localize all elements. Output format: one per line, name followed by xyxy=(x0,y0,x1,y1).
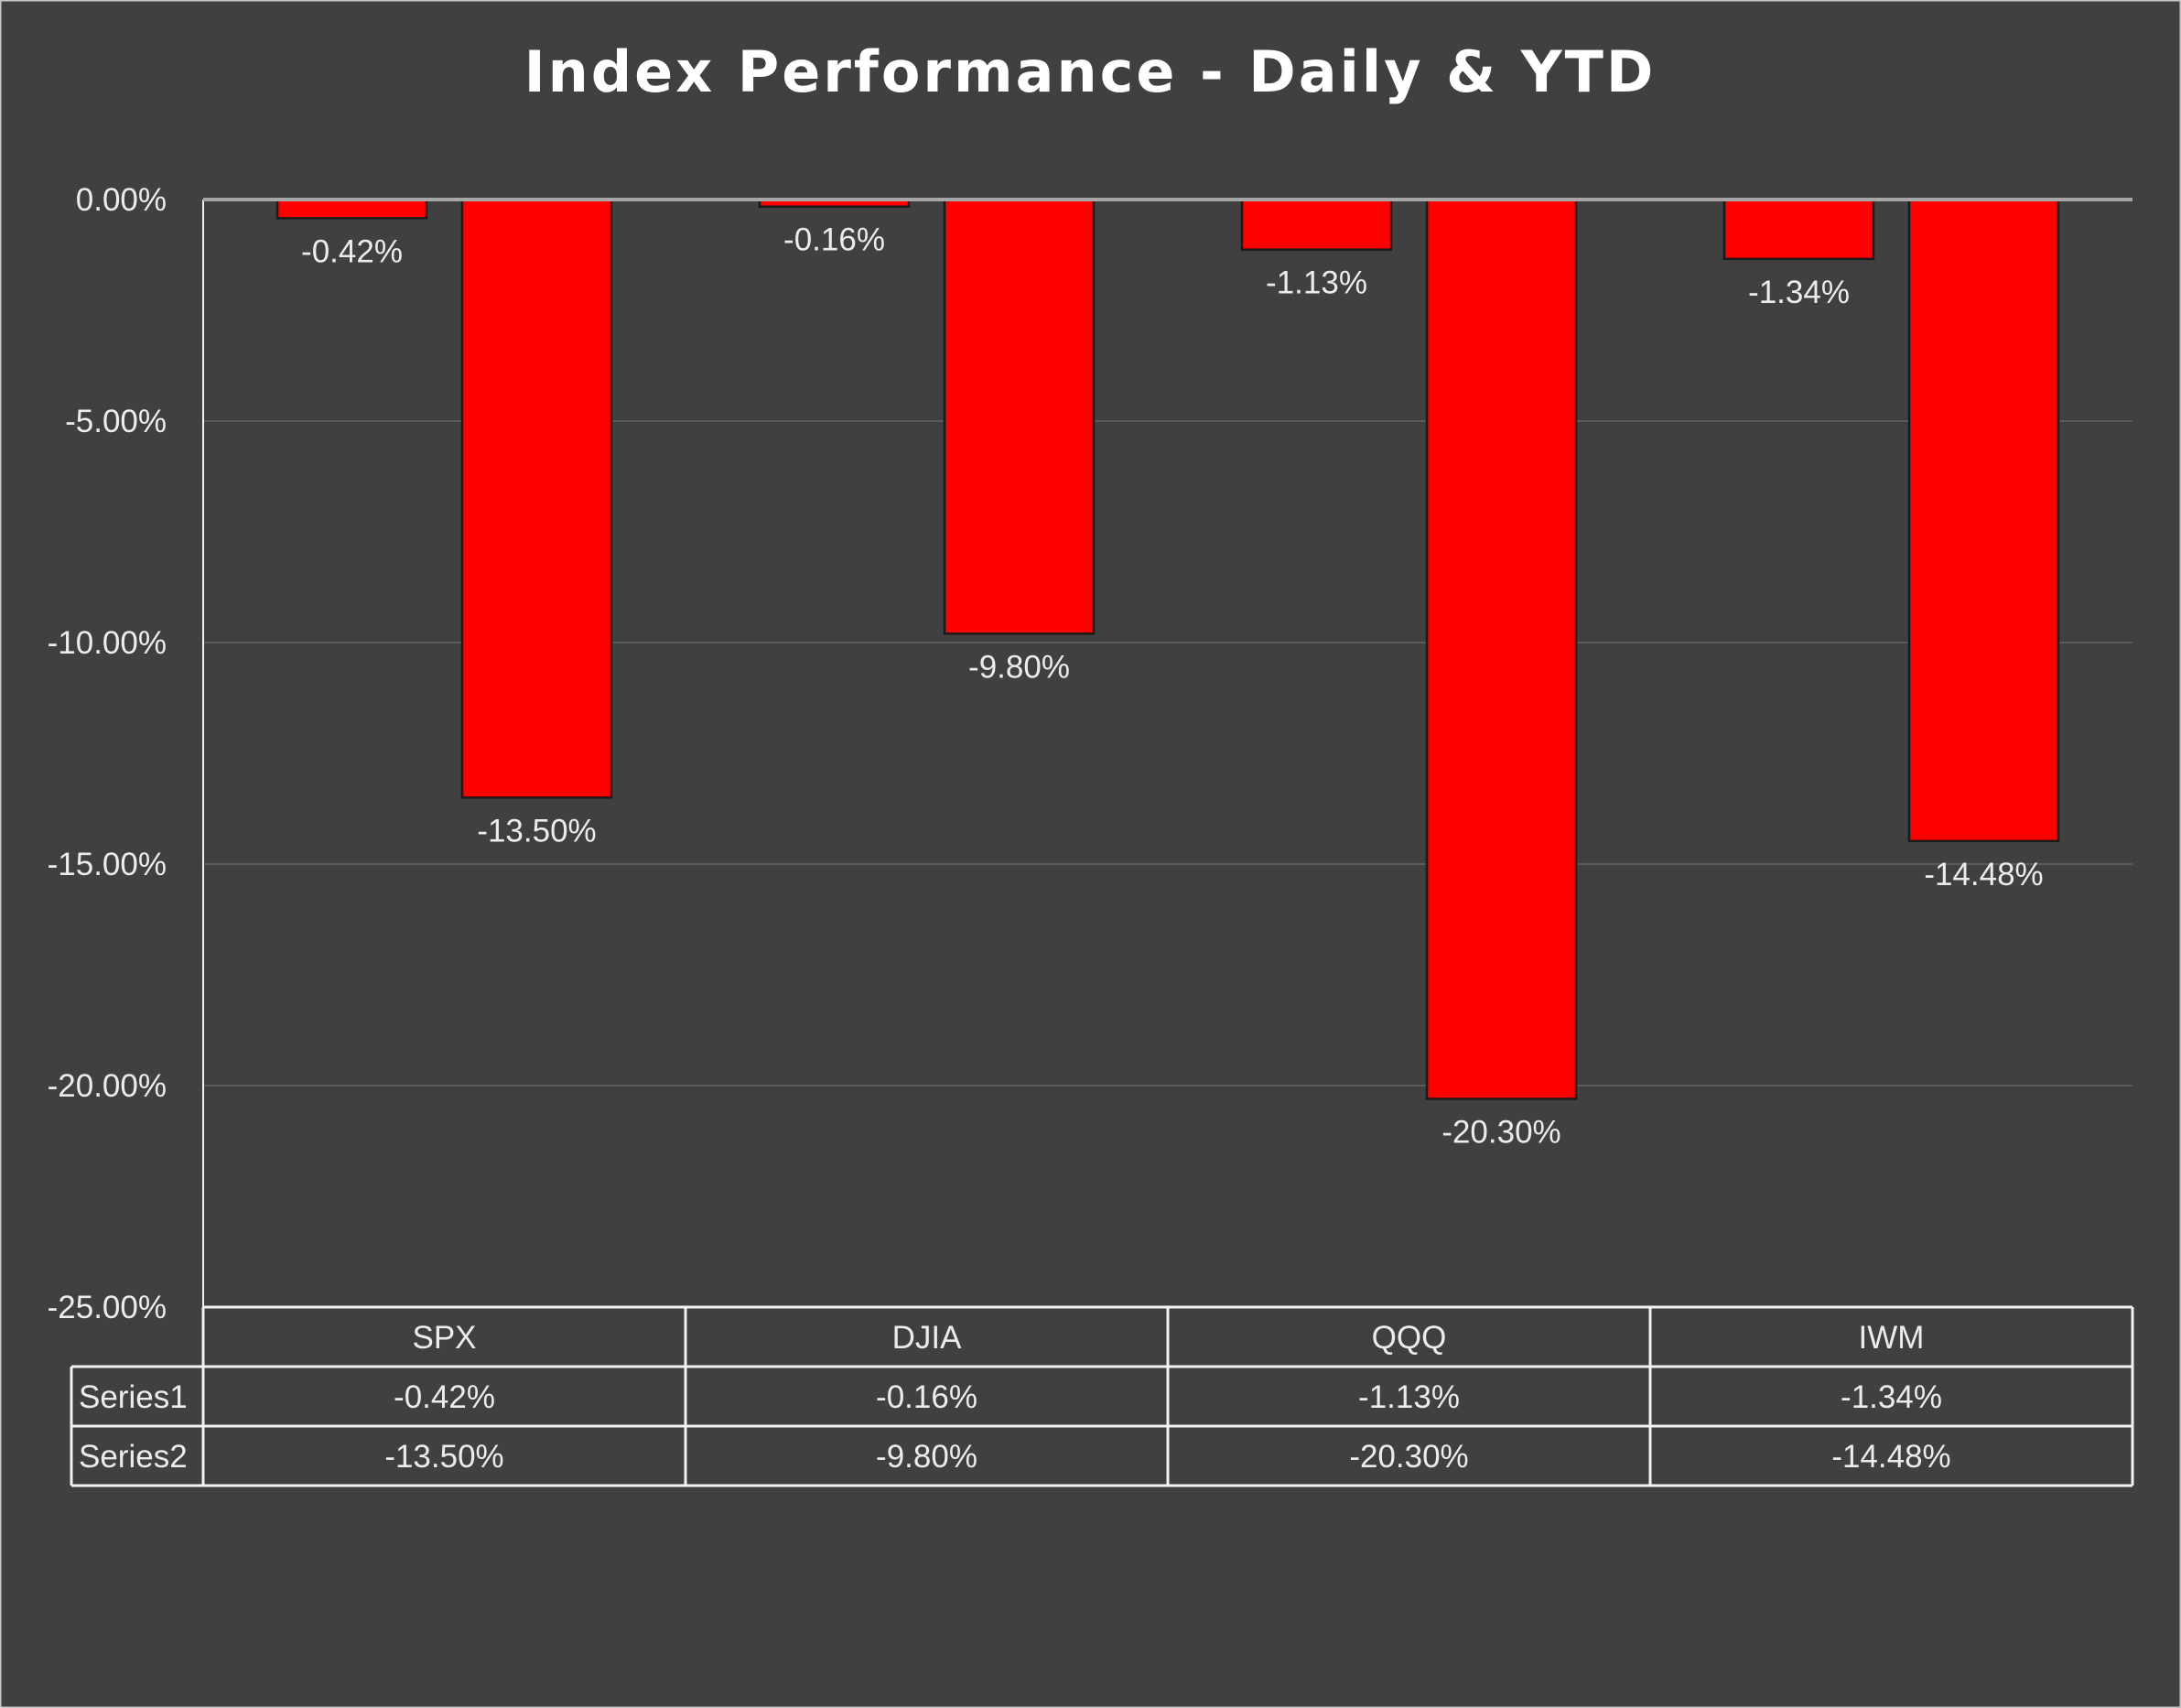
y-tick-label: -20.00% xyxy=(48,1068,167,1104)
table-cell: -20.30% xyxy=(1349,1439,1468,1475)
table-cell: -0.16% xyxy=(876,1379,977,1415)
table-cell: -9.80% xyxy=(876,1439,977,1475)
bar-series2-qqq xyxy=(1425,198,1578,1100)
data-label: -13.50% xyxy=(477,813,596,849)
table-cell: -13.50% xyxy=(384,1439,503,1475)
data-label: -0.16% xyxy=(783,222,885,258)
data-label: -20.30% xyxy=(1441,1115,1560,1151)
y-tick-label: 0.00% xyxy=(76,182,167,218)
y-tick-label: -10.00% xyxy=(48,625,167,661)
table-cell: -0.42% xyxy=(394,1379,495,1415)
data-label: -9.80% xyxy=(968,649,1070,685)
table-cell: -1.13% xyxy=(1358,1379,1460,1415)
data-label: -14.48% xyxy=(1924,857,2043,892)
table-cell: -1.34% xyxy=(1841,1379,1942,1415)
chart-title: Index Performance - Daily & YTD xyxy=(524,38,1657,105)
bars xyxy=(275,198,2060,1100)
data-label: -1.34% xyxy=(1748,275,1850,310)
bar-series2-iwm xyxy=(1907,198,2060,843)
data-labels: -0.42% -0.16% -1.13% -1.34% -13.50% -9.80% -20… xyxy=(301,222,2044,1151)
table-header-cell: DJIA xyxy=(892,1320,963,1356)
data-label: -0.42% xyxy=(301,233,403,269)
axes: 0.00% -5.00% -10.00% -15.00% -20.00% -25.00% xyxy=(48,182,2132,1325)
table-header-cell: QQQ xyxy=(1372,1320,1447,1356)
bar-series2-djia xyxy=(943,198,1096,635)
data-label: -1.13% xyxy=(1266,265,1367,301)
bar-series2-spx xyxy=(460,198,613,799)
bar-series1-iwm xyxy=(1722,198,1875,261)
table-header-cell: IWM xyxy=(1859,1320,1925,1356)
y-tick-label: -15.00% xyxy=(48,847,167,882)
table-header-cell: SPX xyxy=(412,1320,476,1356)
y-tick-label: -25.00% xyxy=(48,1290,167,1325)
y-tick-label: -5.00% xyxy=(65,404,167,439)
bar-series1-qqq xyxy=(1240,198,1393,251)
data-table: SPX DJIA QQQ IWM Series1 -0.42% -0.16% -1.13% -1… xyxy=(70,1305,2134,1487)
bar-series1-spx xyxy=(275,198,428,220)
table-series-label: Series2 xyxy=(79,1439,188,1475)
table-cell: -14.48% xyxy=(1831,1439,1950,1475)
table-series-label: Series1 xyxy=(79,1379,188,1415)
